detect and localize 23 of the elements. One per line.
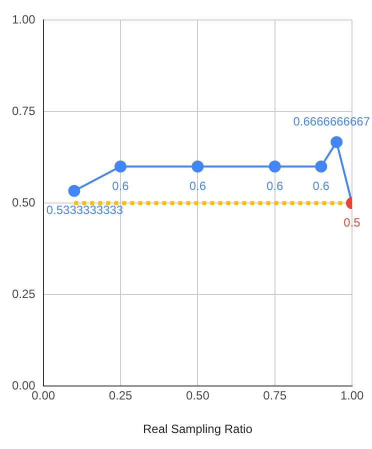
point — [114, 160, 127, 172]
data-label: 0.6 — [312, 178, 330, 193]
x-tick-label: 0.00 — [32, 388, 56, 403]
x-tick-label: 0.25 — [108, 388, 133, 403]
data-label: 0.6 — [189, 178, 206, 193]
point — [315, 160, 328, 172]
y-tick-label: 1.00 — [12, 12, 36, 26]
y-tick-label: 0.75 — [12, 104, 36, 118]
x-axis-title: Real Sampling Ratio — [142, 422, 253, 436]
data-label: 0.6 — [112, 178, 130, 193]
data-label: 0.5 — [344, 215, 361, 230]
point — [268, 160, 281, 172]
x-tick-label: 0.50 — [186, 388, 210, 403]
data-label: 0.6 — [266, 178, 284, 193]
y-tick-label: 0.50 — [12, 195, 36, 210]
point — [192, 160, 204, 172]
data-label: 0.5333333333 — [46, 203, 124, 218]
data-label: 0.6666666667 — [293, 114, 370, 128]
x-tick-label: 1.00 — [340, 388, 364, 403]
point — [330, 136, 343, 148]
y-tick-label: 0.25 — [12, 286, 36, 301]
point — [68, 184, 80, 197]
x-tick-label: 0.75 — [263, 388, 287, 403]
